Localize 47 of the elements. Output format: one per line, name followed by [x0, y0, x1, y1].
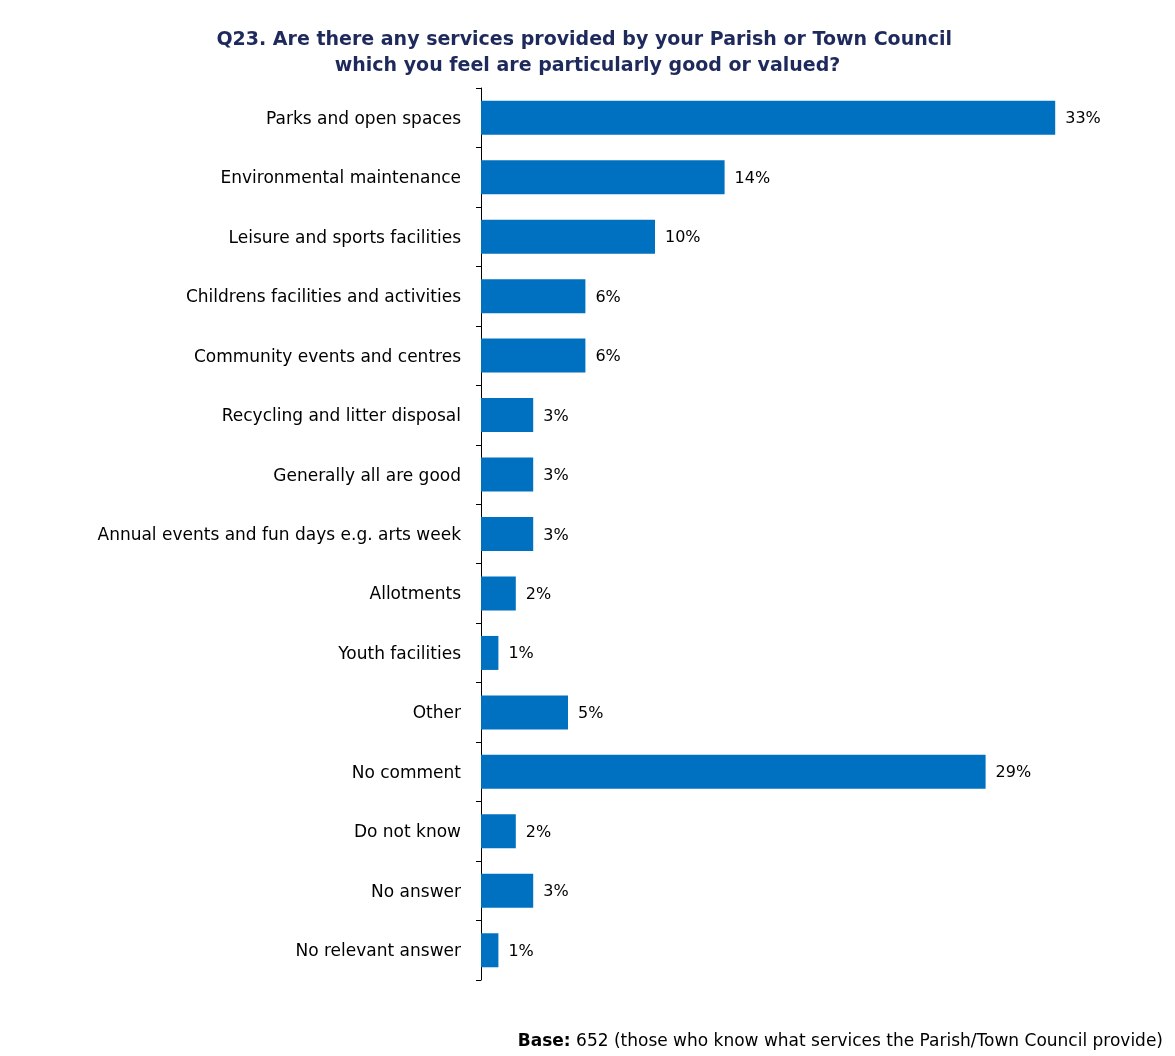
bar — [481, 754, 986, 789]
text: Base: 652 (those who know what services the Parish/Town Council provide) — [517, 1029, 1163, 1050]
bar — [481, 457, 534, 492]
bar — [481, 576, 516, 611]
y-tick-label: Childrens facilities and activities — [185, 286, 462, 307]
bar — [481, 338, 586, 373]
y-tick-label: Do not know — [353, 821, 462, 842]
data-label: 3% — [543, 465, 569, 485]
y-tick-label: Parks and open spaces — [266, 107, 462, 128]
data-label: 33% — [1065, 108, 1101, 128]
y-tick-label: Environmental maintenance — [220, 167, 461, 188]
y-tick-label: No answer — [371, 880, 461, 901]
y-tick-label: Other — [412, 702, 461, 723]
data-label: 29% — [995, 762, 1032, 782]
data-label: 1% — [508, 643, 534, 663]
y-tick-label: Youth facilities — [337, 642, 462, 663]
data-label: 3% — [543, 405, 569, 425]
bar — [481, 100, 1056, 135]
bar — [481, 933, 499, 968]
bar — [481, 873, 534, 908]
y-tick-label: Annual events and fun days e.g. arts week — [97, 524, 462, 544]
data-label: 14% — [734, 167, 771, 187]
data-label: 3% — [543, 524, 569, 544]
y-tick-label: No comment — [351, 761, 462, 782]
data-label: 6% — [595, 346, 621, 366]
y-tick-label: Generally all are good — [273, 464, 461, 485]
data-label: 6% — [595, 286, 621, 306]
y-tick-label: Community events and centres — [193, 345, 462, 366]
bar — [481, 160, 725, 195]
bar — [481, 695, 568, 730]
bar — [481, 635, 499, 670]
bar — [481, 398, 534, 433]
bar — [481, 517, 534, 551]
bar — [481, 814, 516, 849]
y-tick-label: Leisure and sports facilities — [228, 226, 462, 247]
data-label: 2% — [525, 821, 552, 841]
chart-title: Q23. Are there any services provided by your Parish or Town Council which you feel are particularly good or valued? — [216, 27, 959, 75]
bar — [481, 219, 655, 254]
data-label: 1% — [508, 940, 534, 960]
bar — [481, 279, 586, 314]
data-label: 5% — [578, 702, 604, 722]
data-label: 10% — [665, 227, 701, 247]
y-tick-label: Allotments — [369, 583, 462, 604]
y-tick-label: Recycling and litter disposal — [221, 405, 461, 426]
data-label: 2% — [525, 583, 552, 603]
data-label: 3% — [543, 881, 569, 901]
y-tick-label: No relevant answer — [295, 940, 461, 961]
